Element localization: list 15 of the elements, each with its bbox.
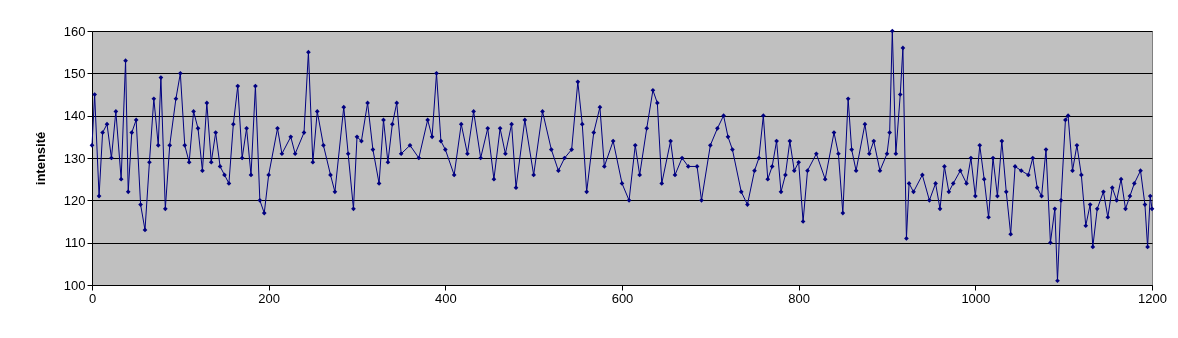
- x-tick-label: 400: [434, 290, 457, 306]
- y-tick-label: 130: [63, 150, 86, 166]
- y-tick-label: 120: [63, 192, 86, 208]
- y-tick-label: 150: [63, 65, 86, 81]
- y-tick-label: 140: [63, 108, 86, 124]
- y-tick-label: 160: [63, 23, 86, 39]
- x-tick-label: 1200: [1138, 290, 1167, 306]
- y-tick-label: 110: [64, 235, 86, 251]
- y-axis-title: intensité: [32, 131, 48, 186]
- x-tick-label: 0: [88, 290, 97, 306]
- x-tick-label: 200: [258, 290, 281, 306]
- x-tick-label: 600: [611, 290, 634, 306]
- x-tick-label: 800: [788, 290, 811, 306]
- x-tick-label: 1000: [961, 290, 991, 306]
- y-tick-label: 100: [63, 277, 86, 293]
